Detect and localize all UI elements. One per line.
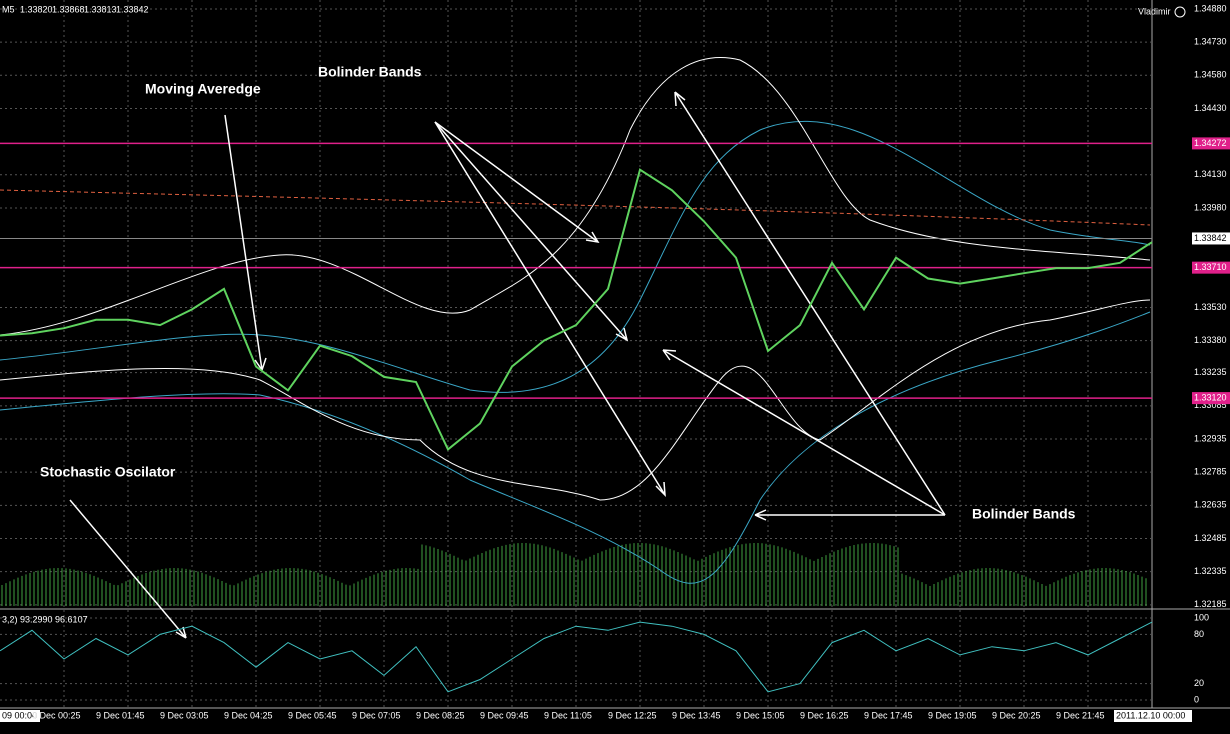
time-label: 9 Dec 03:05	[160, 710, 209, 720]
stoch-tick-label: 100	[1194, 612, 1209, 622]
stochastic-panel: 100 80 20 0	[0, 612, 1209, 704]
stoch-tick-label: 80	[1194, 629, 1204, 639]
stochastic-header: 3,2) 93.2990 96.6107	[2, 614, 88, 624]
price-tick-label: 1.32335	[1194, 566, 1227, 576]
price-tick-label: 1.32785	[1194, 467, 1227, 477]
price-tick-label: 1.33380	[1194, 335, 1227, 345]
price-tick-label: 1.32485	[1194, 533, 1227, 543]
time-label: 9 Dec 07:05	[352, 710, 401, 720]
time-label: 9 Dec 17:45	[864, 710, 913, 720]
price-tick-label: 1.33530	[1194, 302, 1227, 312]
user: Vladimir	[1138, 6, 1171, 16]
time-label: 9 Dec 09:45	[480, 710, 529, 720]
time-label: 9 Dec 04:25	[224, 710, 273, 720]
stochastic-line	[0, 621, 1153, 693]
symbol: M5	[2, 4, 15, 14]
quote: 1.33813	[84, 4, 117, 14]
time-label: 9 Dec 01:45	[96, 710, 145, 720]
price-tick-label: 1.34580	[1194, 70, 1227, 80]
time-label-box	[1114, 710, 1192, 722]
long-average	[0, 189, 1151, 226]
time-label: 9 Dec 13:45	[672, 710, 721, 720]
outer-band-lower	[0, 311, 1151, 584]
quote: 1.33820	[20, 4, 53, 14]
time-label: 9 Dec 21:45	[1056, 710, 1105, 720]
time-label: 9 Dec 00:25	[32, 710, 81, 720]
user-icon	[1174, 6, 1186, 18]
level-label: 1.33120	[1194, 392, 1227, 402]
level-label: 1.33710	[1194, 262, 1227, 272]
inner-band-upper	[0, 57, 1151, 336]
time-label: 9 Dec 20:25	[992, 710, 1041, 720]
time-label: 9 Dec 12:25	[608, 710, 657, 720]
stoch-tick-label: 0	[1194, 694, 1199, 704]
price-tick-label: 1.34730	[1194, 37, 1227, 47]
price-tick-label: 1.32635	[1194, 500, 1227, 510]
annotation: Bolinder Bands	[972, 506, 1076, 522]
time-label: 09 00:00	[2, 710, 37, 720]
level-label-box	[1192, 261, 1230, 274]
annotation: Bolinder Bands	[318, 64, 422, 80]
quote: 1.33842	[116, 4, 149, 14]
volume	[1, 543, 1147, 606]
time-label: 9 Dec 19:05	[928, 710, 977, 720]
outer-band-upper	[0, 120, 1151, 393]
bid-label-box	[1192, 232, 1230, 245]
price-tick-label: 1.33085	[1194, 400, 1227, 410]
level-label-box	[1192, 392, 1230, 405]
price-tick-label: 1.34880	[1194, 3, 1227, 13]
time-label: 9 Dec 11:05	[544, 710, 592, 720]
price-tick-label: 1.32935	[1194, 433, 1227, 443]
time-label: 9 Dec 15:05	[736, 710, 785, 720]
arrows	[69, 91, 946, 639]
time-label: 2011.12.10 00:00	[1116, 710, 1185, 720]
price-tick-label: 1.33980	[1194, 202, 1227, 212]
time-label: 9 Dec 08:25	[416, 710, 465, 720]
time-label-box	[0, 710, 40, 722]
grid	[0, 0, 1152, 708]
price-tick-label: 1.34130	[1194, 169, 1227, 179]
annotation: Moving Averedge	[145, 81, 261, 97]
stoch-tick-label: 20	[1194, 678, 1204, 688]
price-panel	[0, 142, 1152, 399]
price-line	[0, 168, 1153, 451]
price-tick-label: 1.33235	[1194, 367, 1227, 377]
time-label: 9 Dec 16:25	[800, 710, 849, 720]
quote: 1.33868	[52, 4, 85, 14]
time-label: 9 Dec 05:45	[288, 710, 337, 720]
price-tick-label: 1.34430	[1194, 103, 1227, 113]
annotation: Stochastic Oscilator	[40, 464, 176, 480]
price-tick-label: 1.32185	[1194, 599, 1227, 609]
level-label: 1.34272	[1194, 138, 1227, 148]
bid-label: 1.33842	[1194, 233, 1227, 243]
level-label-box	[1192, 137, 1230, 150]
